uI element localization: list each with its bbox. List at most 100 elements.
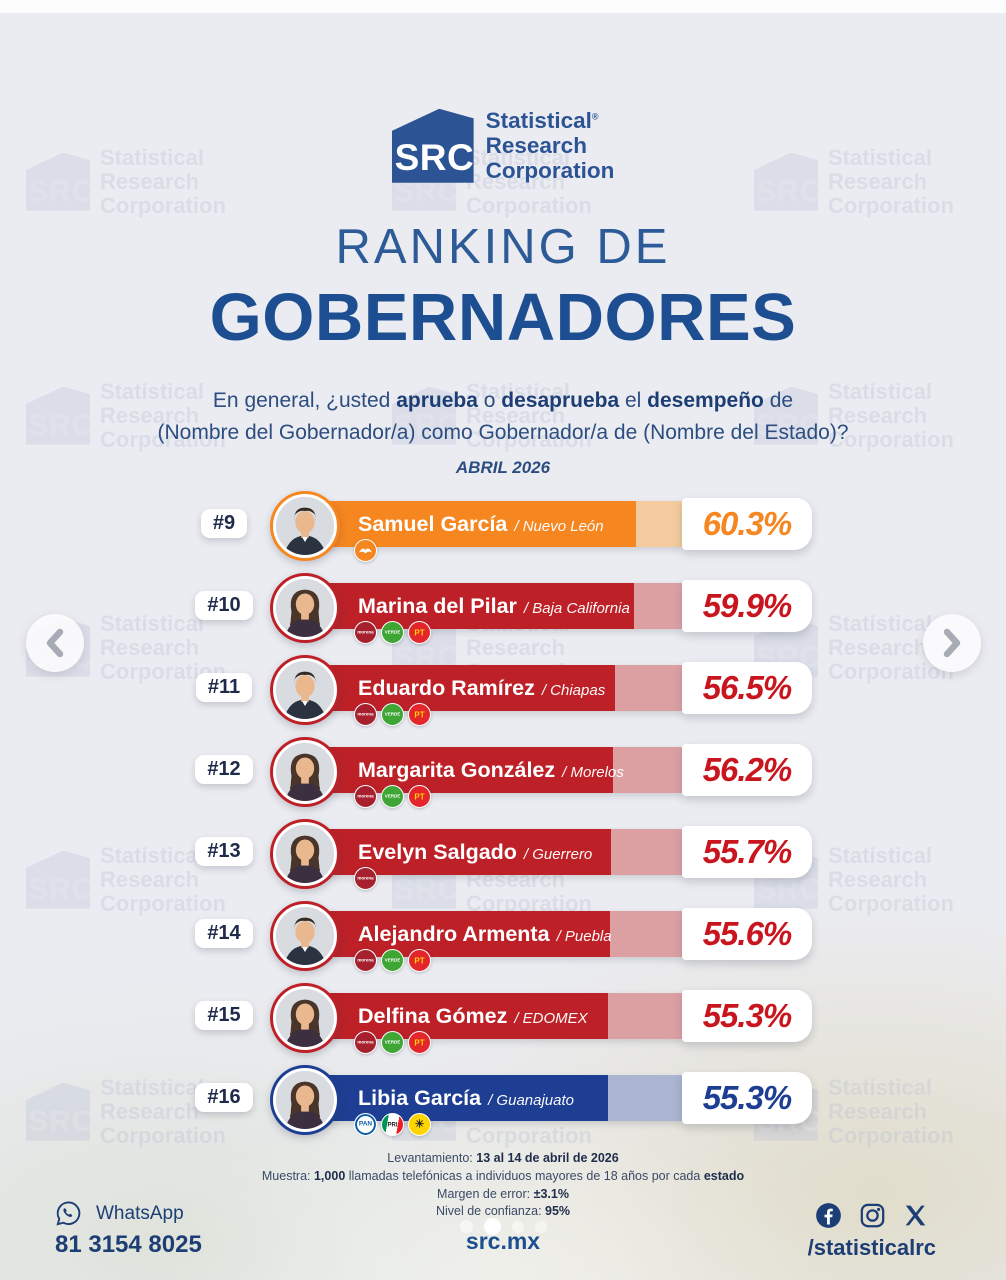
rank-number: #11 <box>195 673 253 702</box>
approval-percentage: 60.3% <box>702 505 793 542</box>
approval-percentage: 55.3% <box>702 997 793 1034</box>
rank-badge: #11 <box>193 673 255 702</box>
governor-name: Samuel García <box>358 512 508 536</box>
rank-number: #16 <box>195 1083 253 1112</box>
approval-percentage-box: 55.3% <box>682 990 812 1042</box>
ranking-row: #11 Eduardo Ramírez / Chiapas 56.5% more… <box>193 651 817 733</box>
party-logo-pt-icon: PT <box>408 949 431 972</box>
governor-photo <box>273 576 337 640</box>
src-flag-icon: SRC <box>391 108 475 183</box>
approval-percentage: 55.7% <box>702 833 793 870</box>
governor-photo <box>273 986 337 1050</box>
methodology-line: Muestra: 1,000 llamadas telefónicas a in… <box>261 1168 745 1183</box>
party-logos <box>354 539 377 562</box>
party-logo-pt-icon: PT <box>408 703 431 726</box>
party-logos: morena VERDE PT <box>354 621 431 644</box>
governor-photo-ring <box>270 901 340 971</box>
ranking-row: #9 Samuel García / Nuevo León 60.3% <box>193 487 817 569</box>
approval-percentage: 56.5% <box>702 669 793 706</box>
carousel-prev-button[interactable] <box>26 614 84 672</box>
approval-percentage-box: 55.6% <box>682 908 812 960</box>
chevron-right-icon <box>943 628 961 658</box>
ranking-row: #15 Delfina Gómez / EDOMEX 55.3% morena V… <box>193 979 817 1061</box>
rank-number: #9 <box>200 509 248 538</box>
party-logo-pan-icon: PAN <box>354 1113 377 1136</box>
governor-photo <box>273 904 337 968</box>
approval-percentage-box: 60.3% <box>682 498 812 550</box>
governor-photo-ring <box>270 1065 340 1135</box>
governor-state: / Guerrero <box>523 846 593 863</box>
ranking-row: #13 Evelyn Salgado / Guerrero 55.7% more… <box>193 815 817 897</box>
top-strip <box>0 0 1006 13</box>
social-handle[interactable]: /statisticalrc <box>807 1235 936 1260</box>
approval-percentage: 56.2% <box>702 751 793 788</box>
approval-percentage-box: 55.7% <box>682 826 812 878</box>
governor-state: / EDOMEX <box>514 1010 588 1027</box>
page-title-line2: GOBERNADORES <box>209 280 797 355</box>
governor-state: / Nuevo León <box>514 518 604 535</box>
governor-photo-ring <box>270 655 340 725</box>
governor-photo-ring <box>270 819 340 889</box>
survey-question: En general, ¿usted aprueba o desaprueba … <box>157 389 849 444</box>
party-logo-morena-icon: morena <box>354 1031 377 1054</box>
chevron-left-icon <box>46 628 64 658</box>
ranking-row: #10 Marina del Pilar / Baja California 5… <box>193 569 817 651</box>
party-logo-pvem-icon: VERDE <box>381 621 404 644</box>
party-logos: morena <box>354 867 377 890</box>
governor-state: / Chiapas <box>541 682 606 699</box>
facebook-icon[interactable] <box>815 1202 842 1229</box>
party-logo-morena-icon: morena <box>354 703 377 726</box>
governor-photo-ring <box>270 983 340 1053</box>
party-logo-prd-icon: ☀ <box>408 1113 431 1136</box>
party-logo-pt-icon: PT <box>408 785 431 808</box>
rank-number: #15 <box>195 1001 253 1030</box>
party-logo-pt-icon: PT <box>408 621 431 644</box>
approval-percentage-box: 59.9% <box>682 580 812 632</box>
rankings-list: #9 Samuel García / Nuevo León 60.3% #10 <box>193 487 817 1143</box>
rank-badge: #14 <box>193 919 255 948</box>
carousel-next-button[interactable] <box>923 614 981 672</box>
party-logo-mc-icon <box>354 539 377 562</box>
approval-percentage: 55.3% <box>702 1079 793 1116</box>
governor-photo <box>273 740 337 804</box>
social-links: /statisticalrc <box>808 1202 936 1261</box>
ranking-row: #12 Margarita González / Morelos 56.2% m… <box>193 733 817 815</box>
party-logos: PAN PRI ☀ <box>354 1113 431 1136</box>
governor-photo-ring <box>270 573 340 643</box>
governor-label: Evelyn Salgado / Guerrero <box>358 829 592 875</box>
party-logos: morena VERDE PT <box>354 703 431 726</box>
logo-acronym: SRC <box>394 136 475 178</box>
party-logo-morena-icon: morena <box>354 867 377 890</box>
party-logo-pri-icon: PRI <box>381 1113 404 1136</box>
rank-badge: #15 <box>193 1001 255 1030</box>
x-twitter-icon[interactable] <box>903 1203 928 1228</box>
rank-badge: #16 <box>193 1083 255 1112</box>
survey-date: ABRIL 2026 <box>455 458 551 477</box>
rank-badge: #13 <box>193 837 255 866</box>
rank-badge: #10 <box>193 591 255 620</box>
party-logos: morena VERDE PT <box>354 1031 431 1054</box>
instagram-icon[interactable] <box>859 1202 886 1229</box>
governor-photo <box>273 494 337 558</box>
governor-state: / Puebla <box>556 928 612 945</box>
brand-logo: SRC Statistical® Research Corporation <box>0 108 1006 184</box>
approval-percentage-box: 56.2% <box>682 744 812 796</box>
page-title-line1: RANKING DE <box>335 220 671 274</box>
approval-percentage-box: 56.5% <box>682 662 812 714</box>
approval-percentage: 55.6% <box>702 915 793 952</box>
party-logo-morena-icon: morena <box>354 621 377 644</box>
rank-number: #12 <box>195 755 253 784</box>
ranking-row: #16 Libia García / Guanajuato 55.3% PAN P… <box>193 1061 817 1143</box>
party-logo-pt-icon: PT <box>408 1031 431 1054</box>
party-logo-pvem-icon: VERDE <box>381 785 404 808</box>
governor-photo <box>273 658 337 722</box>
governor-name: Evelyn Salgado <box>358 840 517 864</box>
governor-photo <box>273 1068 337 1132</box>
governor-label: Samuel García / Nuevo León <box>358 501 604 547</box>
rank-number: #13 <box>195 837 253 866</box>
rank-number: #14 <box>195 919 253 948</box>
party-logo-pvem-icon: VERDE <box>381 1031 404 1054</box>
rank-badge: #9 <box>193 509 255 538</box>
rank-badge: #12 <box>193 755 255 784</box>
